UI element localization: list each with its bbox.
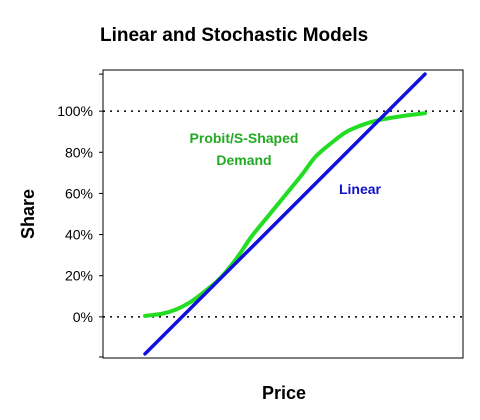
series-layer: [143, 72, 427, 356]
y-tick-label: 0%: [73, 309, 93, 325]
chart-title: Linear and Stochastic Models: [100, 25, 368, 46]
y-tick-label: 80%: [65, 144, 93, 160]
x-axis-label: Price: [262, 383, 306, 403]
y-tick-label: 40%: [65, 227, 93, 243]
annotation-probit-line2: Demand: [216, 152, 271, 168]
annotation-linear: Linear: [339, 181, 382, 197]
y-tick-label: 100%: [57, 103, 93, 119]
y-axis-ticks: 0% 20% 40% 60% 80% 100%: [57, 73, 103, 358]
annotation-probit-line1: Probit/S-Shaped: [190, 130, 299, 146]
y-axis-label: Share: [18, 189, 38, 239]
series-line-linear: [143, 72, 427, 356]
y-tick-label: 20%: [65, 268, 93, 284]
y-tick-label: 60%: [65, 185, 93, 201]
plot-frame: [102, 69, 464, 359]
